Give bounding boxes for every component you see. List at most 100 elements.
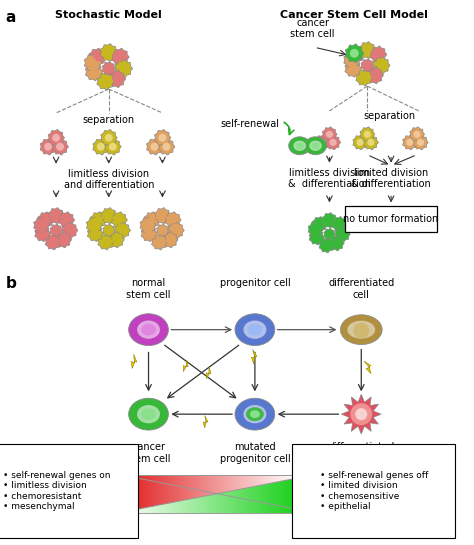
Bar <box>250 475 251 487</box>
Bar <box>180 501 181 513</box>
Bar <box>246 488 247 513</box>
Circle shape <box>119 64 128 73</box>
Bar <box>188 475 189 499</box>
Bar <box>135 510 136 513</box>
Bar <box>172 502 173 513</box>
Polygon shape <box>35 225 51 241</box>
Bar <box>266 484 267 513</box>
Polygon shape <box>108 70 126 88</box>
Bar <box>253 487 254 513</box>
Ellipse shape <box>295 142 304 149</box>
Bar <box>267 484 268 513</box>
Bar <box>247 475 248 488</box>
Bar <box>146 508 147 513</box>
Bar <box>166 504 167 513</box>
Circle shape <box>63 216 71 224</box>
Bar <box>233 475 234 490</box>
Bar <box>311 475 312 513</box>
Bar <box>146 475 147 508</box>
Bar <box>239 475 240 489</box>
Polygon shape <box>309 229 324 245</box>
Text: mutated
progenitor cell: mutated progenitor cell <box>219 442 290 464</box>
Bar <box>171 475 172 503</box>
Bar <box>174 502 175 513</box>
Bar <box>277 482 278 513</box>
Bar <box>295 479 296 513</box>
Bar <box>177 501 178 513</box>
Circle shape <box>105 134 113 142</box>
Polygon shape <box>359 41 376 59</box>
Bar <box>280 475 281 481</box>
Bar <box>143 508 144 513</box>
Polygon shape <box>158 138 175 155</box>
Bar <box>202 496 203 513</box>
Ellipse shape <box>293 141 306 151</box>
Polygon shape <box>100 44 118 62</box>
Bar <box>222 493 223 513</box>
Polygon shape <box>364 361 371 374</box>
Bar <box>239 489 240 513</box>
Bar <box>212 495 213 513</box>
Bar <box>284 481 285 513</box>
Bar <box>269 483 270 513</box>
Ellipse shape <box>247 324 262 336</box>
Bar <box>139 509 140 513</box>
Circle shape <box>52 212 60 220</box>
Circle shape <box>352 50 360 59</box>
Bar <box>310 475 311 513</box>
Bar <box>125 512 126 513</box>
Bar <box>126 512 127 513</box>
Bar <box>221 475 222 493</box>
Circle shape <box>367 139 374 146</box>
Bar <box>307 475 308 476</box>
Polygon shape <box>364 135 378 150</box>
Bar <box>162 475 163 505</box>
Circle shape <box>102 238 109 246</box>
Bar <box>136 510 137 513</box>
Circle shape <box>364 131 371 138</box>
Bar <box>198 475 199 498</box>
Bar <box>141 508 142 513</box>
Bar <box>157 505 158 513</box>
Bar <box>168 475 169 504</box>
Bar <box>134 475 135 510</box>
Bar <box>252 487 253 513</box>
Circle shape <box>106 227 112 233</box>
Bar <box>144 508 145 513</box>
Bar <box>253 475 254 487</box>
Bar <box>172 475 173 502</box>
Circle shape <box>336 221 343 228</box>
Bar <box>217 494 218 513</box>
Circle shape <box>59 236 67 244</box>
Polygon shape <box>312 216 328 232</box>
Polygon shape <box>308 221 323 237</box>
Bar <box>166 475 167 504</box>
Polygon shape <box>344 51 361 69</box>
Bar <box>134 510 135 513</box>
Circle shape <box>329 139 337 146</box>
Bar <box>251 487 252 513</box>
Polygon shape <box>115 222 131 239</box>
Bar <box>243 489 244 513</box>
Bar <box>231 475 232 491</box>
Bar <box>130 511 131 513</box>
Bar <box>187 500 188 513</box>
Bar <box>156 475 157 506</box>
Bar <box>142 475 143 508</box>
Bar <box>244 488 245 513</box>
Bar <box>255 486 256 513</box>
Bar <box>290 480 291 513</box>
Text: limitless division
and differentiation: limitless division and differentiation <box>64 168 154 190</box>
Bar <box>270 483 271 513</box>
Polygon shape <box>140 217 156 233</box>
Bar <box>204 475 205 496</box>
Bar <box>303 477 304 513</box>
Circle shape <box>319 139 326 146</box>
Text: normal
stem cell: normal stem cell <box>126 278 171 300</box>
Circle shape <box>104 48 113 57</box>
Bar <box>297 478 298 513</box>
Bar <box>194 498 195 513</box>
Bar <box>195 498 196 513</box>
Polygon shape <box>183 360 188 372</box>
Bar <box>142 508 143 513</box>
